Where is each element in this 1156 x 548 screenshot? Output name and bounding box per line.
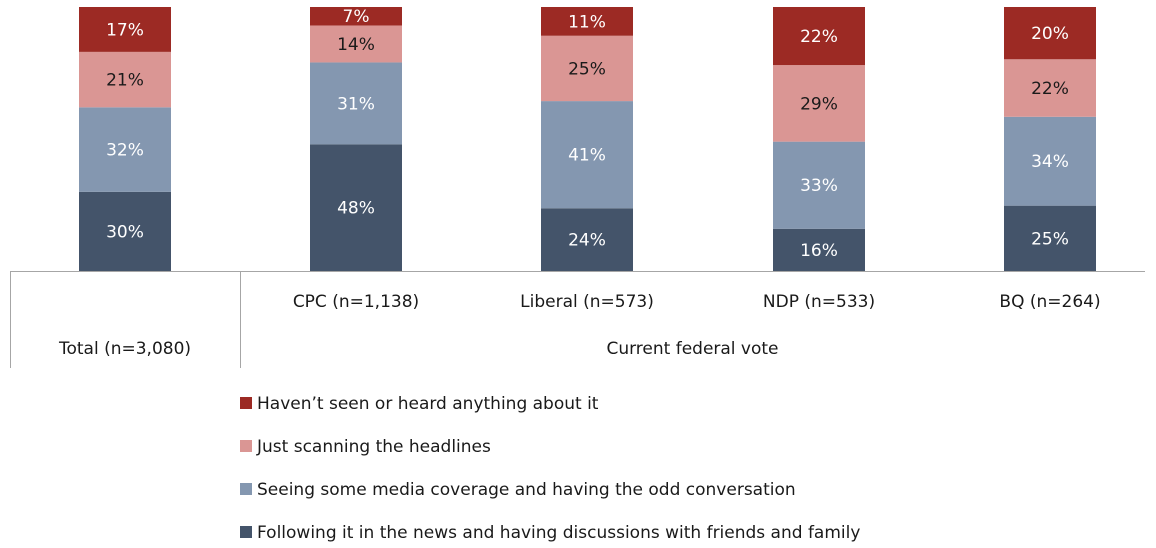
data-label: 25% [568,59,606,79]
legend-item: Haven’t seen or heard anything about it [240,394,599,414]
bars: 30% 32% 21% 17% 48% 31% 14% 7% 24% 41% 25% 11% 16% 33… [79,7,1096,271]
data-label: 34% [1031,152,1069,172]
bar-segment [310,7,402,26]
data-label: 31% [337,94,375,114]
legend-swatch [240,526,252,538]
data-label: 22% [1031,79,1069,99]
bar-stack: 24% 41% 25% 11% [541,7,633,271]
legend-swatch [240,397,252,409]
data-label: 25% [1031,229,1069,249]
bar-segment [1004,59,1096,117]
bar-segment [541,208,633,271]
bar-segment [773,7,865,66]
bar-stack: 30% 32% 21% 17% [79,7,171,271]
bar-segment [310,25,402,63]
bar-stack: 48% 31% 14% 7% [310,7,402,271]
data-label: 16% [800,241,838,261]
data-label: 33% [800,176,838,196]
legend-label: Following it in the news and having disc… [257,523,860,543]
data-label: 41% [568,146,606,166]
bar-segment [541,35,633,102]
legend-label: Haven’t seen or heard anything about it [257,394,599,414]
data-label: 22% [800,27,838,47]
legend: Haven’t seen or heard anything about it J… [240,394,860,543]
x-tick-label: BQ (n=264) [999,292,1100,312]
x-tick-label: Liberal (n=573) [520,292,654,312]
bar-segment [541,101,633,209]
data-label: 48% [337,199,375,219]
bar-segment [79,51,171,108]
bar-segment [79,191,171,271]
bar-segment [773,141,865,229]
legend-label: Seeing some media coverage and having th… [257,480,796,500]
x-axis-labels: Total (n=3,080) CPC (n=1,138) Liberal (n=5… [58,292,1101,359]
legend-swatch [240,440,252,452]
data-label: 11% [568,12,606,32]
bar-segment [79,7,171,52]
x-group-label: Current federal vote [606,339,778,359]
bar-segment [1004,116,1096,206]
data-label: 32% [106,141,144,161]
bar-segment [79,107,171,192]
bar-segment [310,62,402,145]
data-label: 7% [343,7,370,27]
legend-swatch [240,483,252,495]
x-tick-label: CPC (n=1,138) [293,292,419,312]
data-label: 24% [568,231,606,251]
x-tick-label: Total (n=3,080) [58,339,191,359]
bar-segment [773,228,865,271]
data-label: 14% [337,35,375,55]
bar-segment [541,7,633,36]
bar-segment [1004,7,1096,60]
legend-item: Seeing some media coverage and having th… [240,480,796,500]
bar-segment [1004,205,1096,271]
data-label: 29% [800,94,838,114]
legend-item: Following it in the news and having disc… [240,523,860,543]
data-label: 21% [106,71,144,91]
bar-stack: 16% 33% 29% 22% [773,7,865,271]
bar-segment [773,65,865,142]
data-label: 17% [106,20,144,40]
x-tick-label: NDP (n=533) [763,292,875,312]
legend-item: Just scanning the headlines [240,437,491,457]
legend-label: Just scanning the headlines [256,437,491,457]
data-label: 20% [1031,24,1069,44]
bar-segment [310,144,402,271]
data-label: 30% [106,222,144,242]
bar-stack: 25% 34% 22% 20% [1004,7,1096,271]
